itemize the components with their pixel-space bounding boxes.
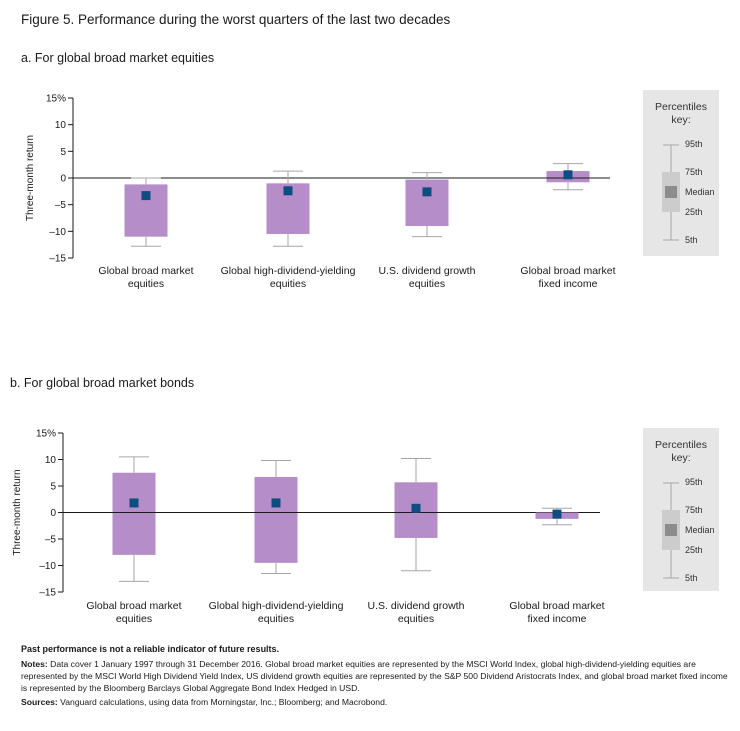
key-label: 5th — [685, 573, 698, 583]
y-tick-label: –5 — [45, 535, 57, 546]
category-label: equities — [128, 278, 164, 290]
y-tick-label: –5 — [55, 200, 67, 211]
category-label: equities — [398, 613, 434, 625]
box-iqr — [112, 472, 156, 555]
y-tick-label: –15 — [49, 254, 66, 265]
y-tick-label: 10 — [45, 455, 57, 466]
key-background — [643, 428, 719, 591]
y-tick-label: –10 — [39, 561, 56, 572]
key-label: 25th — [685, 545, 703, 555]
key-median-marker — [665, 186, 677, 198]
y-tick-label: –15 — [39, 588, 56, 599]
key-label: 95th — [685, 139, 703, 149]
key-label: 75th — [685, 167, 703, 177]
category-label: U.S. dividend growth — [379, 265, 476, 277]
median-marker — [283, 186, 293, 196]
notes-section: Past performance is not a reliable indic… — [21, 643, 731, 710]
key-label: 25th — [685, 207, 703, 217]
notes-paragraph: Notes: Data cover 1 January 1997 through… — [21, 658, 731, 694]
key-median-marker — [665, 524, 677, 536]
median-marker — [411, 503, 421, 513]
category-label: Global broad market — [86, 600, 181, 612]
category-label: equities — [116, 613, 152, 625]
sources-label: Sources: — [21, 697, 58, 707]
y-tick-label: 5 — [60, 147, 66, 158]
sources-paragraph: Sources: Vanguard calculations, using da… — [21, 696, 731, 708]
box-iqr — [254, 476, 298, 563]
notes-text: Data cover 1 January 1997 through 31 Dec… — [21, 659, 728, 693]
panel-b-title: b. For global broad market bonds — [10, 376, 195, 390]
chart-b: 15% 10 5 0 –5 –10 –15 Three-month return Global … — [12, 428, 719, 625]
y-tick-label: 0 — [60, 174, 66, 185]
y-tick-label: –10 — [49, 227, 66, 238]
median-marker — [552, 509, 562, 519]
past-performance-disclaimer: Past performance is not a reliable indic… — [21, 644, 280, 654]
category-label: Global high-dividend-yielding — [221, 265, 356, 277]
key-label: 95th — [685, 477, 703, 487]
key-title: Percentiles — [655, 101, 707, 113]
key-label: Median — [685, 187, 715, 197]
category-label: fixed income — [539, 278, 598, 290]
category-label: fixed income — [528, 613, 587, 625]
median-marker — [563, 170, 573, 180]
y-axis-label: Three-month return — [25, 135, 36, 221]
median-marker — [422, 187, 432, 197]
key-label: Median — [685, 525, 715, 535]
sources-text: Vanguard calculations, using data from M… — [60, 697, 388, 707]
key-title: Percentiles — [655, 439, 707, 451]
category-label: Global high-dividend-yielding — [209, 600, 344, 612]
key-label: 75th — [685, 505, 703, 515]
y-tick-label: 15% — [46, 94, 66, 105]
y-tick-label: 10 — [55, 120, 67, 131]
median-marker — [271, 498, 281, 508]
key-title: key: — [671, 452, 690, 464]
y-tick-label: 0 — [50, 508, 56, 519]
category-label: equities — [270, 278, 306, 290]
y-tick-label: 5 — [50, 482, 56, 493]
key-title: key: — [671, 114, 690, 126]
category-label: equities — [409, 278, 445, 290]
box-iqr — [405, 179, 449, 226]
key-background — [643, 90, 719, 256]
panel-a-title: a. For global broad market equities — [21, 51, 215, 65]
notes-label: Notes: — [21, 659, 48, 669]
y-axis-label: Three-month return — [12, 469, 23, 555]
category-label: Global broad market — [98, 265, 193, 277]
category-label: U.S. dividend growth — [368, 600, 465, 612]
y-tick-label: 15% — [36, 429, 56, 440]
key-label: 5th — [685, 235, 698, 245]
median-marker — [141, 191, 151, 201]
category-label: Global broad market — [509, 600, 604, 612]
median-marker — [129, 498, 139, 508]
category-label: Global broad market — [520, 265, 615, 277]
chart-a: 15% 10 5 0 –5 –10 –15 Three-month return Global … — [25, 90, 719, 290]
category-label: equities — [258, 613, 294, 625]
figure-title: Figure 5. Performance during the worst q… — [21, 12, 451, 27]
